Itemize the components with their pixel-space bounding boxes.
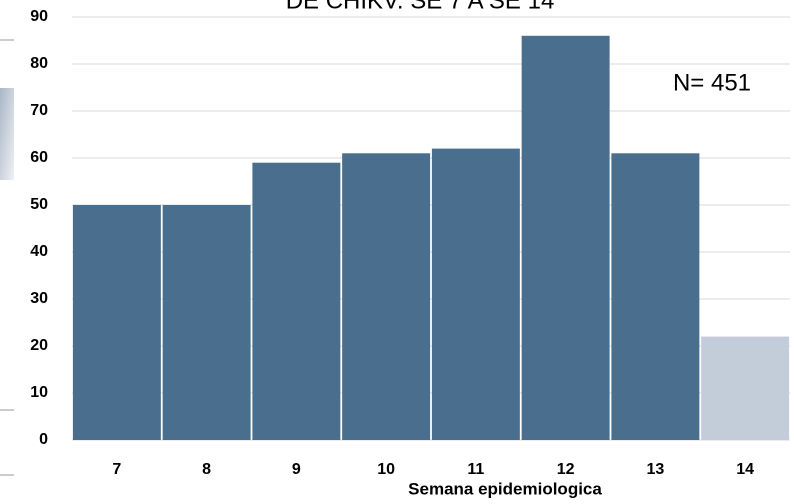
y-tick-label: 30 <box>30 290 48 307</box>
bar <box>701 336 790 440</box>
x-axis-label: Semana epidemiologica <box>408 479 602 498</box>
x-tick-label: 9 <box>292 461 301 478</box>
bar <box>72 205 161 440</box>
x-tick-label: 12 <box>557 461 575 478</box>
y-tick-label: 40 <box>30 243 48 260</box>
x-tick-label: 8 <box>202 461 211 478</box>
y-tick-label: 0 <box>39 431 48 448</box>
bar <box>252 162 341 440</box>
x-tick-label: 13 <box>646 461 664 478</box>
bar <box>162 205 251 440</box>
x-tick-label: 11 <box>467 461 484 478</box>
y-tick-label: 70 <box>30 102 48 119</box>
bar <box>342 153 431 441</box>
chart-title: DE CHIKV. SE 7 A SE 14 <box>286 0 555 14</box>
bar <box>431 148 520 440</box>
y-tick-label: 90 <box>30 8 48 25</box>
y-tick-label: 10 <box>30 384 48 401</box>
annotation: N= 451 <box>673 69 751 96</box>
y-tick-label: 60 <box>30 149 48 166</box>
y-tick-label: 50 <box>30 196 48 213</box>
bar <box>611 153 700 441</box>
bar <box>521 35 610 441</box>
x-tick-label: 10 <box>377 461 395 478</box>
x-tick-label: 7 <box>112 461 121 478</box>
x-tick-label: 14 <box>736 461 754 478</box>
y-tick-label: 20 <box>30 337 48 354</box>
side-decoration <box>0 88 14 180</box>
y-tick-label: 80 <box>30 55 48 72</box>
